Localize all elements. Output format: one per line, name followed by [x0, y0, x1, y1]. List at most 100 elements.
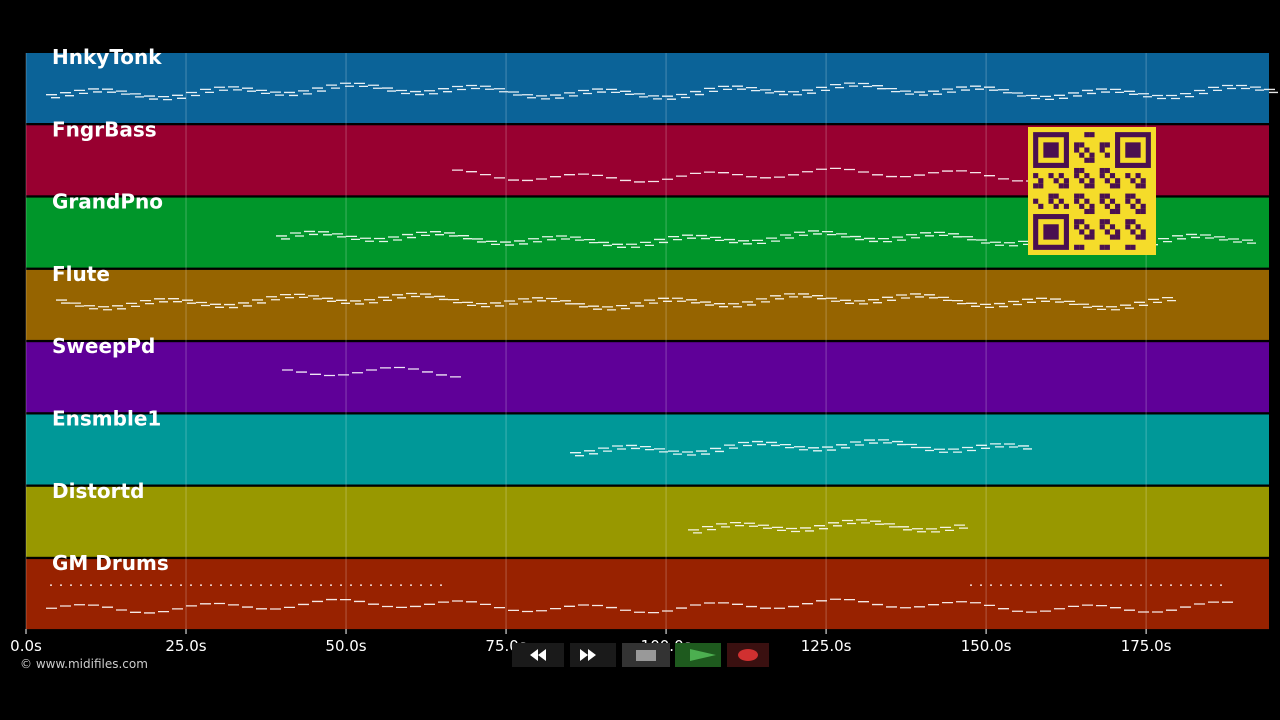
qr-module — [1099, 142, 1105, 148]
qr-module — [1079, 203, 1085, 209]
qr-module — [1079, 167, 1085, 174]
qr-module — [1140, 234, 1146, 240]
qr-module — [1084, 224, 1090, 230]
qr-module — [1079, 219, 1085, 225]
qr-module — [1038, 183, 1044, 189]
qr-module — [1140, 183, 1146, 189]
qr-finder — [1125, 142, 1141, 158]
stop-icon — [636, 650, 656, 661]
qr-module — [1130, 178, 1136, 184]
qr-module — [1089, 208, 1095, 215]
qr-module — [1099, 193, 1105, 199]
qr-module — [1079, 229, 1085, 235]
qr-module — [1104, 152, 1110, 158]
track-name: SweepPd — [52, 334, 155, 358]
qr-module — [1130, 193, 1136, 199]
qr-module — [1048, 198, 1054, 204]
qr-module — [1089, 183, 1095, 189]
qr-module — [1140, 229, 1146, 235]
track-lane — [26, 342, 1269, 413]
qr-module — [1074, 147, 1080, 153]
qr-module — [1084, 173, 1090, 179]
record-icon — [738, 649, 758, 661]
qr-module — [1115, 229, 1121, 235]
qr-module — [1084, 147, 1090, 153]
qr-module — [1099, 167, 1105, 174]
qr-module — [1099, 173, 1105, 179]
qr-module — [1104, 244, 1110, 250]
qr-module — [1084, 132, 1090, 138]
qr-module — [1033, 173, 1039, 179]
track-lane — [26, 486, 1269, 557]
rewind-icon — [530, 649, 546, 661]
qr-module — [1104, 229, 1110, 235]
notes — [282, 366, 461, 378]
track-name: FngrBass — [52, 117, 157, 141]
tick-label: 25.0s — [165, 637, 206, 655]
qr-module — [1033, 183, 1039, 189]
qr-module — [1058, 173, 1064, 179]
track-name: GM Drums — [52, 551, 169, 575]
play-icon — [690, 649, 716, 661]
qr-module — [1104, 193, 1110, 199]
notes — [46, 598, 1233, 614]
qr-module — [1140, 178, 1146, 184]
qr-module — [1104, 178, 1110, 184]
qr-module — [1074, 173, 1080, 179]
qr-module — [1063, 183, 1069, 189]
qr-module — [1104, 203, 1110, 209]
qr-module — [1084, 234, 1090, 240]
time-axis: 0.0s25.0s50.0s75.0s100.0s125.0s150.0s175… — [10, 629, 1172, 655]
qr-module — [1109, 224, 1116, 230]
qr-module — [1063, 178, 1069, 184]
qr-module — [1115, 183, 1121, 189]
qr-module — [1074, 142, 1080, 148]
qr-module — [1074, 219, 1080, 225]
qr-module — [1104, 167, 1110, 174]
qr-module — [1135, 208, 1141, 215]
qr-module — [1089, 132, 1095, 138]
qr-module — [1104, 142, 1110, 148]
qr-module — [1125, 244, 1131, 250]
track-name: Flute — [52, 262, 110, 286]
qr-module — [1130, 219, 1136, 225]
tick-label: 0.0s — [10, 637, 42, 655]
qr-module — [1099, 224, 1105, 230]
qr-module — [1135, 183, 1141, 189]
qr-module — [1033, 198, 1039, 204]
qr-module — [1115, 203, 1121, 209]
qr-module — [1079, 178, 1085, 184]
qr-module — [1089, 203, 1095, 209]
qr-module — [1135, 173, 1141, 179]
qr-module — [1089, 152, 1095, 158]
notes — [452, 167, 1037, 183]
qr-module — [1089, 157, 1095, 163]
notes — [56, 292, 1176, 311]
qr-module — [1038, 178, 1044, 184]
qr-module — [1130, 244, 1136, 250]
qr-code — [1028, 127, 1156, 255]
qr-module — [1089, 229, 1095, 235]
track-name: Ensmble1 — [52, 407, 161, 431]
track-name: Distortd — [52, 479, 144, 503]
qr-module — [1099, 198, 1105, 204]
notes — [570, 439, 1032, 457]
qr-module — [1135, 198, 1141, 204]
copyright: © www.midifiles.com — [20, 657, 148, 671]
qr-module — [1109, 208, 1116, 215]
qr-module — [1115, 234, 1121, 240]
qr-module — [1074, 244, 1080, 250]
qr-finder — [1043, 224, 1059, 240]
forward-icon — [580, 649, 596, 661]
qr-module — [1115, 178, 1121, 184]
qr-module — [1115, 208, 1121, 215]
tick-label: 50.0s — [325, 637, 366, 655]
qr-module — [1074, 193, 1080, 199]
qr-module — [1089, 178, 1095, 184]
transport-controls — [512, 643, 769, 667]
qr-module — [1079, 142, 1085, 148]
qr-module — [1079, 152, 1085, 158]
qr-module — [1053, 178, 1059, 184]
notes — [688, 519, 968, 534]
